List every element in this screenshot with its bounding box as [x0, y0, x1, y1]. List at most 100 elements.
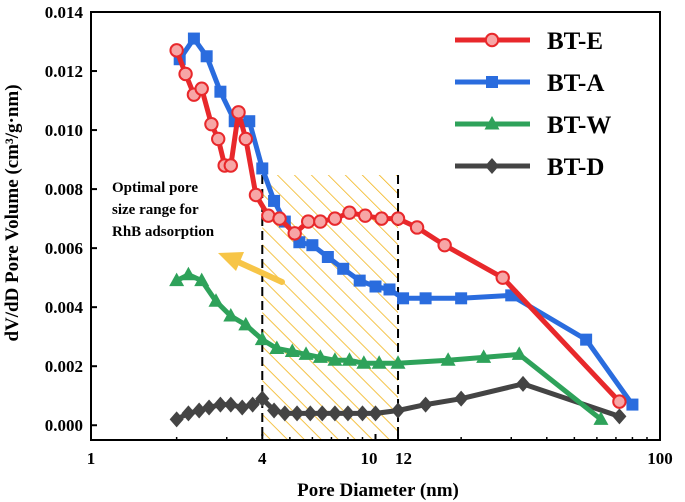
data-point-bt-w: [511, 346, 527, 360]
data-point-bt-d: [454, 390, 469, 407]
annotation: Optimal pore size range for RhB adsorpti…: [112, 180, 285, 285]
legend-marker: [486, 76, 498, 88]
legend-marker: [484, 32, 500, 48]
data-point-bt-a: [256, 162, 269, 175]
data-point-bt-w: [180, 266, 196, 281]
legend-entry-bt-w: BT-W: [455, 112, 611, 139]
data-point-bt-a: [243, 115, 256, 128]
data-point-bt-d: [169, 411, 184, 428]
data-point-bt-w: [371, 355, 387, 369]
data-point-bt-d: [235, 399, 250, 416]
series-layer: [169, 32, 639, 428]
data-point-bt-a: [369, 280, 382, 293]
series-line-bt-a: [177, 36, 635, 407]
data-point-bt-a: [200, 50, 213, 63]
data-point-bt-d: [516, 375, 531, 392]
legend-entry-bt-d: BT-D: [455, 154, 604, 181]
data-point-bt-e: [437, 237, 452, 253]
data-point-bt-e: [211, 131, 226, 147]
data-point-bt-d: [202, 399, 217, 416]
legend-label: BT-A: [547, 70, 604, 97]
data-point-bt-w: [238, 316, 254, 331]
y-tick-label: 0.008: [45, 180, 83, 199]
series-bt-e: [169, 43, 627, 409]
data-point-bt-w: [341, 352, 357, 366]
data-point-bt-w: [254, 331, 270, 346]
data-point-bt-d: [368, 405, 383, 422]
y-axis-title: dV/dD Pore Volume (cm³/g·nm): [2, 84, 23, 341]
data-point-bt-d: [303, 405, 318, 422]
data-point-bt-d: [315, 405, 330, 422]
data-point-bt-d: [192, 402, 207, 419]
data-point-bt-d: [223, 396, 238, 413]
data-point-bt-d: [245, 396, 260, 413]
data-point-bt-e: [390, 211, 406, 226]
data-point-bt-w: [312, 349, 328, 363]
data-point-bt-w: [298, 346, 314, 360]
data-point-bt-e: [374, 211, 389, 226]
data-point-bt-a: [306, 239, 319, 252]
data-point-bt-e: [169, 43, 184, 58]
x-tick-label: 4: [258, 449, 267, 468]
data-point-bt-e: [194, 81, 209, 96]
data-point-bt-e: [357, 208, 373, 223]
data-point-bt-w: [593, 411, 609, 425]
data-point-bt-w: [223, 308, 239, 322]
series-bt-w: [169, 266, 609, 425]
data-point-bt-e: [313, 214, 328, 229]
data-point-bt-e: [231, 105, 246, 120]
annotation-arrow-head: [218, 252, 244, 271]
annotation-arrow-shaft: [233, 258, 285, 285]
legend-marker: [485, 158, 499, 174]
y-tick-label: 0.012: [45, 62, 83, 81]
data-point-bt-w: [194, 272, 210, 287]
data-point-bt-e: [327, 211, 343, 226]
data-point-bt-e: [272, 211, 287, 226]
data-point-bt-w: [476, 349, 492, 363]
data-point-bt-e: [300, 214, 316, 229]
data-point-bt-d: [612, 408, 627, 425]
annotation-line-3: RhB adsorption: [112, 224, 215, 240]
data-point-bt-w: [284, 343, 300, 357]
data-point-bt-a: [505, 289, 518, 302]
y-tick-label: 0.006: [45, 239, 83, 258]
legend-label: BT-W: [547, 112, 611, 139]
ticks-layer: 0.000 0.002 0.004 0.006 0.008 0.010 0.012 0.014…: [45, 3, 673, 468]
data-point-bt-w: [169, 272, 185, 287]
data-point-bt-d: [290, 405, 305, 422]
legend-label: BT-D: [547, 154, 604, 181]
data-point-bt-a: [455, 292, 468, 305]
legend-entry-bt-a: BT-A: [455, 70, 604, 97]
data-point-bt-d: [391, 402, 406, 419]
data-point-bt-a: [268, 194, 281, 207]
data-point-bt-a: [187, 32, 200, 45]
data-point-bt-w: [327, 352, 343, 366]
data-point-bt-d: [213, 396, 228, 413]
annotation-line-1: Optimal pore: [112, 180, 198, 196]
data-point-bt-a: [337, 262, 350, 275]
data-point-bt-a: [397, 292, 410, 305]
x-tick-label: 100: [647, 449, 673, 468]
data-point-bt-d: [255, 390, 270, 407]
data-point-bt-e: [495, 270, 510, 285]
data-point-bt-e: [178, 66, 193, 82]
y-tick-label: 0.002: [45, 357, 83, 376]
data-point-bt-w: [440, 352, 456, 366]
data-point-bt-d: [181, 405, 196, 422]
annotation-line-2: size range for: [112, 202, 199, 218]
data-point-bt-w: [390, 355, 406, 369]
legend-marker: [484, 116, 500, 130]
data-point-bt-e: [342, 205, 357, 220]
data-point-bt-a: [580, 333, 593, 346]
series-bt-a: [173, 32, 639, 411]
data-point-bt-d: [355, 405, 370, 422]
data-point-bt-a: [419, 292, 432, 305]
legend-entry-bt-e: BT-E: [455, 28, 603, 55]
data-point-bt-d: [267, 402, 282, 419]
data-point-bt-w: [269, 340, 285, 354]
series-bt-d: [169, 375, 627, 428]
legend-label: BT-E: [547, 28, 603, 55]
data-point-bt-e: [409, 220, 425, 235]
data-point-bt-e: [287, 226, 302, 241]
y-tick-label: 0.014: [45, 3, 84, 22]
